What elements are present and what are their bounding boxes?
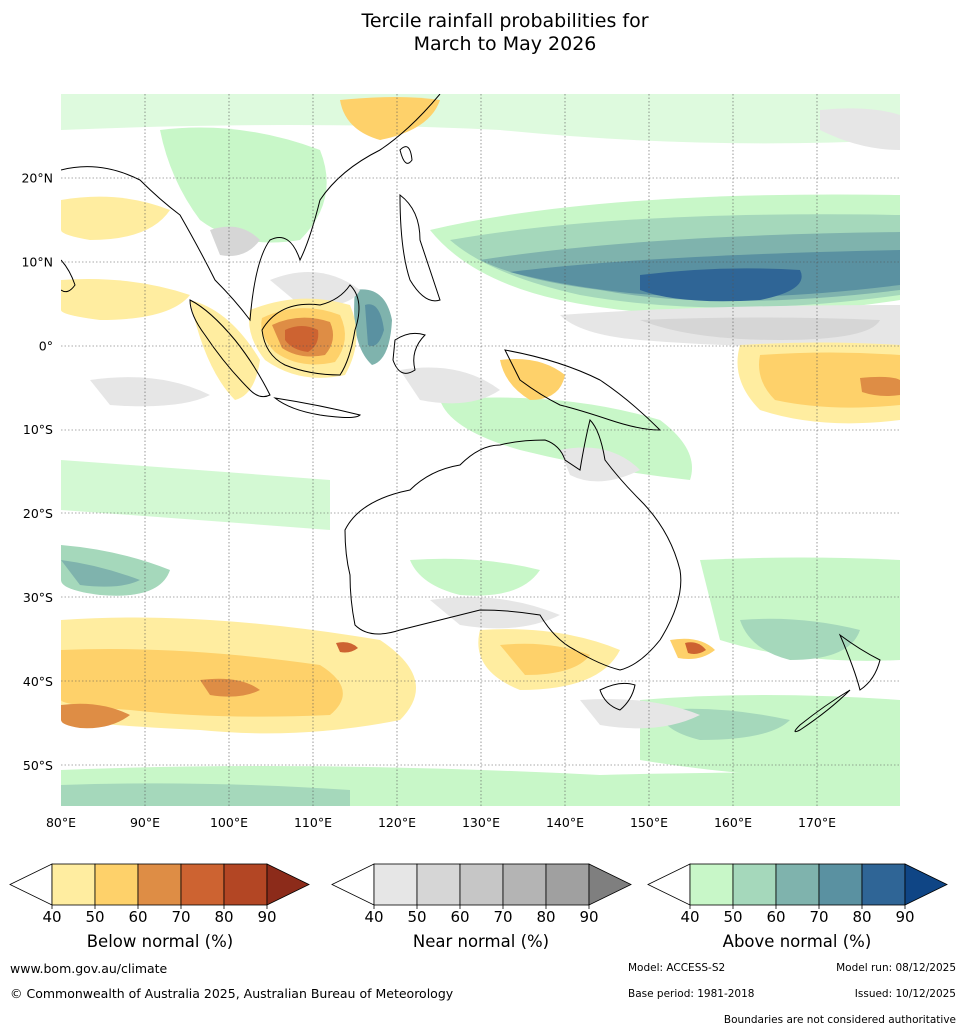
below-normal-label: Below normal (%) [86, 932, 234, 951]
philippines-coastline [399, 193, 441, 302]
borneo-coastline [261, 284, 360, 376]
colorbar-tick-label: 40 [680, 908, 699, 926]
sumatra-coastline [189, 299, 271, 398]
lat-tick-label: 20°N [21, 171, 53, 186]
colorbar-legends: 40 50 60 70 80 90 40 50 60 70 80 90 40 50 60 70 80 90 [9, 863, 948, 926]
colorbar-segment [373, 863, 418, 906]
colorbar-tick-label: 60 [766, 908, 785, 926]
chart-title: Tercile rainfall probabilities for March… [0, 10, 965, 56]
disclaimer-text: Boundaries are not considered authoritat… [723, 1014, 956, 1026]
colorbar-min-extension [331, 863, 375, 906]
colorbar-segment [502, 863, 547, 906]
java-coastline [273, 397, 361, 418]
tasmania-coastline [599, 682, 636, 711]
australia-coastline [344, 419, 682, 671]
lon-tick-label: 160°E [714, 815, 752, 830]
new-zealand-north-coastline [838, 633, 881, 691]
model-run-text: Model run: 08/12/2025 [836, 962, 956, 974]
lat-tick-label: 40°S [23, 674, 53, 689]
colorbar-tick-label: 90 [895, 908, 914, 926]
colorbar-tick-label: 50 [85, 908, 104, 926]
colorbar-segment [180, 863, 225, 906]
colorbar-3: 40 50 60 70 80 90 [647, 863, 948, 926]
lat-tick-label: 30°S [23, 590, 53, 605]
colorbar-2: 40 50 60 70 80 90 [331, 863, 632, 926]
lon-tick-label: 170°E [798, 815, 836, 830]
colorbar-tick-label: 50 [723, 908, 742, 926]
colorbar-tick-label: 80 [536, 908, 555, 926]
colorbar-1: 40 50 60 70 80 90 [9, 863, 310, 926]
near-normal-label: Near normal (%) [412, 932, 550, 951]
coastlines [61, 94, 881, 733]
new-guinea-coastline [504, 349, 662, 431]
title-line-1: Tercile rainfall probabilities for [361, 10, 649, 32]
above-normal-shading [61, 94, 900, 806]
asia-coastline [61, 94, 441, 322]
colorbar-segment [459, 863, 504, 906]
lon-tick-label: 150°E [630, 815, 668, 830]
lat-tick-label: 10°S [23, 422, 53, 437]
lat-tick-label: 10°N [21, 254, 53, 269]
colorbar-segment [545, 863, 590, 906]
colorbar-tick-label: 90 [257, 908, 276, 926]
taiwan-coastline [399, 146, 413, 164]
map-plot-area [61, 94, 900, 806]
longitude-tick-labels: 80°E 90°E 100°E 110°E 120°E 130°E 140°E 150°E 16… [46, 815, 836, 830]
colorbar-segment [51, 863, 96, 906]
lon-tick-label: 80°E [46, 815, 76, 830]
colorbar-min-extension [9, 863, 53, 906]
colorbar-segment [137, 863, 182, 906]
colorbar-segment [732, 863, 777, 906]
colorbar-segment [223, 863, 268, 906]
near-normal-shading [90, 108, 900, 729]
website-link[interactable]: www.bom.gov.au/climate [10, 961, 168, 976]
lon-tick-label: 90°E [130, 815, 160, 830]
colorbar-max-extension [588, 863, 632, 906]
copyright-text: © Commonwealth of Australia 2025, Austra… [10, 986, 454, 1001]
colorbar-segment [689, 863, 734, 906]
title-line-2: March to May 2026 [413, 33, 597, 55]
colorbar-tick-label: 60 [450, 908, 469, 926]
lat-tick-label: 50°S [23, 758, 53, 773]
colorbar-tick-label: 40 [42, 908, 61, 926]
colorbar-tick-label: 40 [364, 908, 383, 926]
colorbar-tick-label: 60 [128, 908, 147, 926]
india-coastline [61, 259, 76, 293]
colorbar-tick-label: 80 [852, 908, 871, 926]
colorbar-tick-label: 50 [407, 908, 426, 926]
colorbar-tick-label: 70 [171, 908, 190, 926]
lon-tick-label: 140°E [546, 815, 584, 830]
colorbar-segment [94, 863, 139, 906]
colorbar-segment [861, 863, 906, 906]
lon-tick-label: 120°E [378, 815, 416, 830]
lat-tick-label: 20°S [23, 506, 53, 521]
colorbar-min-extension [647, 863, 691, 906]
lat-tick-label: 0° [39, 338, 53, 353]
lon-tick-label: 130°E [462, 815, 500, 830]
sulawesi-coastline [392, 332, 426, 374]
lon-tick-label: 110°E [294, 815, 332, 830]
issued-text: Issued: 10/12/2025 [854, 988, 956, 1000]
colorbar-max-extension [904, 863, 948, 906]
colorbar-tick-label: 70 [809, 908, 828, 926]
colorbar-segment [818, 863, 863, 906]
new-zealand-south-coastline [794, 689, 851, 733]
colorbar-tick-label: 70 [493, 908, 512, 926]
below-normal-shading [61, 97, 900, 734]
colorbar-segment [775, 863, 820, 906]
lon-tick-label: 100°E [210, 815, 248, 830]
above-normal-label: Above normal (%) [722, 932, 872, 951]
colorbar-segment [416, 863, 461, 906]
colorbar-tick-label: 90 [579, 908, 598, 926]
colorbar-tick-label: 80 [214, 908, 233, 926]
colorbar-max-extension [266, 863, 310, 906]
model-text: Model: ACCESS-S2 [628, 962, 726, 974]
base-period-text: Base period: 1981-2018 [628, 988, 755, 1000]
latitude-tick-labels: 20°N 10°N 0° 10°S 20°S 30°S 40°S 50°S [21, 171, 53, 773]
